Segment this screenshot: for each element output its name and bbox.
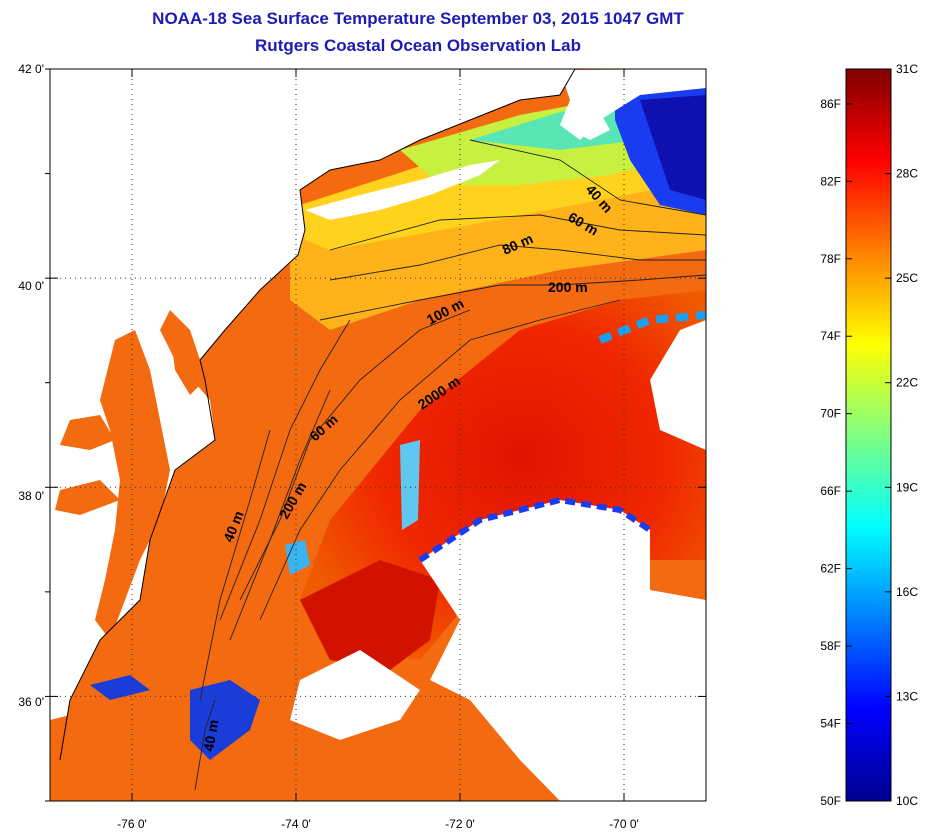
map-subtitle: Rutgers Coastal Ocean Observation Lab <box>255 36 581 55</box>
delaware-bay <box>170 330 205 395</box>
land-cape-cod <box>570 112 610 140</box>
cold-water-core <box>640 95 706 200</box>
cloud-cover <box>420 500 706 801</box>
colorbar-c-label: 16C <box>896 585 918 599</box>
pamlico-sound <box>50 700 180 801</box>
colorbar-f-label: 86F <box>820 97 841 111</box>
contour-80m <box>329 244 706 281</box>
map-frame <box>49 68 707 802</box>
lon-label: -70 0' <box>609 817 639 831</box>
colorbar-f-label: 54F <box>820 717 841 731</box>
colorbar-celsius-labels: 31C 28C 25C 22C 19C 16C 13C 10C <box>885 62 918 808</box>
cloud-cover-east <box>650 320 706 450</box>
colorbar-c-label: 31C <box>896 62 918 76</box>
cloud-edge-cold <box>418 496 652 563</box>
colorbar-f-label: 58F <box>820 639 841 653</box>
lat-label: 40 0' <box>18 279 44 293</box>
contour-label: 200 m <box>548 279 588 295</box>
colorbar-f-label: 50F <box>820 794 841 808</box>
map-grid <box>50 69 706 801</box>
contour-60m-south <box>219 319 351 621</box>
colorbar-c-label: 13C <box>896 689 918 703</box>
colorbar-fahrenheit-labels: 86F 82F 78F 74F 70F 66F 62F 58F 54F 50F <box>820 97 852 808</box>
cloud-cover-small <box>290 650 420 740</box>
longitude-axis-labels: -76 0' -74 0' -72 0' -70 0' <box>117 817 639 831</box>
land-long-island <box>305 160 500 220</box>
cloud-edge-east <box>598 311 706 344</box>
lat-label: 42 0' <box>18 62 44 76</box>
contour-100m <box>239 309 471 601</box>
axis-ticks <box>45 68 706 802</box>
colorbar-c-label: 19C <box>896 480 918 494</box>
map-area <box>50 69 706 801</box>
colorbar-f-label: 82F <box>820 174 841 188</box>
land-mainland <box>50 69 575 770</box>
colorbar: 86F 82F 78F 74F 70F 66F 62F 58F 54F 50F 31C 28C 25C… <box>820 62 918 808</box>
lon-label: -74 0' <box>281 817 311 831</box>
albemarle-cold <box>90 675 150 700</box>
colorbar-f-label: 66F <box>820 484 841 498</box>
lat-label: 36 0' <box>18 695 44 709</box>
map-title: NOAA-18 Sea Surface Temperature Septembe… <box>152 9 684 28</box>
gulf-stream-core <box>300 560 440 670</box>
colorbar-c-label: 28C <box>896 167 918 181</box>
latitude-axis-labels: 42 0' 40 0' 38 0' 36 0' <box>18 62 44 709</box>
colorbar-c-label: 10C <box>896 794 918 808</box>
contour-200m-north <box>319 274 706 321</box>
colorbar-f-label: 70F <box>820 407 841 421</box>
contour-label: 40 m <box>200 718 221 752</box>
contour-2000m <box>259 299 621 621</box>
contour-40m-north <box>469 139 706 216</box>
rappahannock-river <box>55 480 120 515</box>
cold-water-hatteras <box>190 680 260 760</box>
potomac-river <box>60 415 115 450</box>
contour-60m-north <box>329 214 706 251</box>
contour-40m-south <box>199 429 271 701</box>
colorbar-scale <box>845 68 892 802</box>
colorbar-f-label: 78F <box>820 252 841 266</box>
colorbar-c-label: 22C <box>896 376 918 390</box>
colorbar-f-label: 62F <box>820 562 841 576</box>
colorbar-c-label: 25C <box>896 271 918 285</box>
lat-label: 38 0' <box>18 489 44 503</box>
lon-label: -76 0' <box>117 817 147 831</box>
colorbar-f-label: 74F <box>820 329 841 343</box>
contour-40m-hatteras <box>194 699 216 791</box>
contour-200m-south <box>229 389 331 641</box>
coastline <box>59 69 576 761</box>
lon-label: -72 0' <box>445 817 475 831</box>
cool-filament <box>400 440 420 530</box>
